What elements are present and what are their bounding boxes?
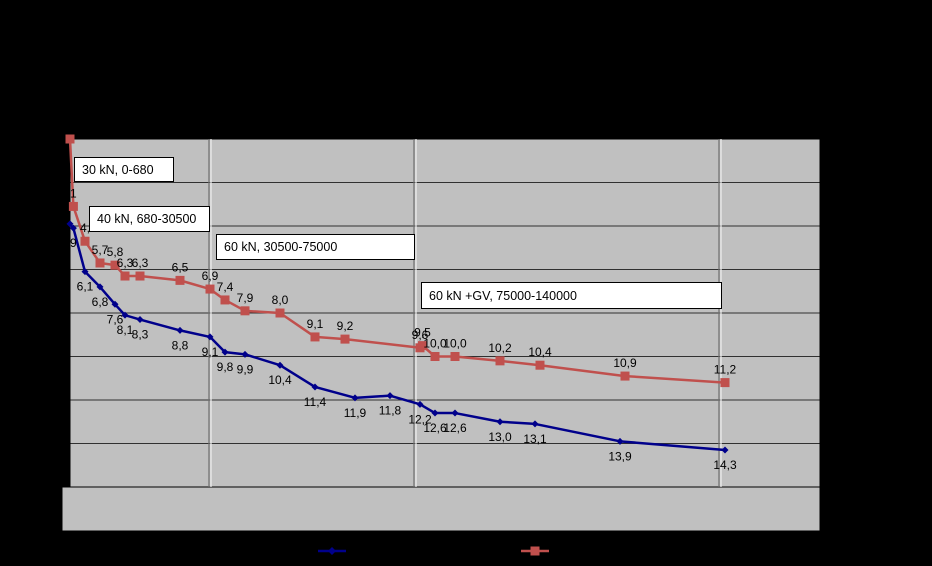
series-2-point [135, 271, 145, 281]
series-2-data-label: 1 [70, 186, 77, 200]
annotation-phase-4: 60 kN +GV, 75000-140000 [421, 282, 722, 309]
series-2-data-label: 6,5 [172, 260, 189, 274]
series-2-point [620, 371, 630, 381]
series-1-data-label: 13,1 [523, 432, 547, 446]
series-1-point [121, 311, 129, 319]
series-1-point [96, 283, 104, 291]
series-1-point [69, 224, 77, 232]
series-1-point [496, 418, 504, 426]
series-2-point [275, 308, 285, 318]
series-2-data-label: 11,2 [714, 363, 737, 377]
series-1-data-label: 12,6 [423, 421, 447, 435]
series-line-2 [68, 138, 726, 384]
series-1-point [81, 268, 89, 276]
series-1-data-label: 9,9 [237, 362, 254, 376]
series-1-data-label: 12,6 [443, 421, 467, 435]
series-1-point [136, 316, 144, 324]
series-1-point [66, 220, 74, 228]
annotation-phase-2: 40 kN, 680-30500 [89, 206, 210, 232]
series-1-point [451, 409, 459, 417]
series-2-data-label: 6,3 [132, 256, 149, 270]
plot-area-bottom-band [61, 486, 821, 532]
series-1-point [176, 326, 184, 334]
series-1-data-label: 8,1 [117, 323, 134, 337]
series-1-point [241, 350, 249, 358]
series-1-data-label: 10,4 [268, 373, 292, 387]
series-2-point [80, 236, 90, 246]
data-labels-layer: 96,16,87,68,18,38,8 9,19,8 9,910,411,411,9… [70, 186, 737, 472]
series-1-data-label: 6,8 [92, 295, 109, 309]
series-2-data-label: 9,2 [337, 319, 354, 333]
series-2-data-label: 7,9 [237, 291, 254, 305]
series-2-point [220, 295, 230, 305]
series-2-point [340, 334, 350, 344]
series-2-data-label: 10,4 [528, 345, 552, 359]
series-2-data-label: 5,8 [107, 245, 124, 259]
series-1-point [721, 446, 729, 454]
series-1-data-label: 11,9 [344, 406, 367, 420]
series-2-point [240, 306, 250, 316]
series-2-data-label: 9,6 [412, 328, 429, 342]
series-1-data-label: 8,8 [172, 338, 189, 352]
series-layer [65, 134, 730, 454]
legend-marker-series-2 [530, 546, 540, 556]
series-2-data-label: 7,4 [217, 280, 234, 294]
series-2-point [418, 341, 427, 351]
series-2-data-label: 10,0 [423, 337, 447, 351]
series-2-point [68, 201, 78, 211]
series-1-data-label: 14,3 [713, 458, 737, 472]
annotation-phase-3: 60 kN, 30500-75000 [216, 234, 415, 260]
series-1-data-label: 12,2 [408, 412, 432, 426]
series-2-point [175, 275, 185, 285]
series-2-data-label: 6,3 [117, 256, 134, 270]
series-2-point [720, 378, 730, 388]
series-1-point [386, 392, 394, 400]
series-2-data-label: 10,2 [488, 341, 512, 355]
series-1-data-label: 8,3 [132, 328, 149, 342]
series-2-point [495, 356, 505, 366]
series-2-data-label: 10,9 [613, 356, 637, 370]
series-2-data-label: 10,0 [443, 337, 467, 351]
series-2-point [120, 271, 130, 281]
series-1-point [416, 400, 424, 408]
series-1-point [531, 420, 539, 428]
annotation-phase-1: 30 kN, 0-680 [74, 157, 174, 182]
series-2-point [535, 360, 545, 370]
series-1-point [276, 361, 284, 369]
series-2-data-label: 8,0 [272, 293, 289, 307]
series-2-data-label: 5,7 [92, 243, 109, 257]
series-1-data-label: 13,0 [488, 430, 512, 444]
series-1-point [616, 437, 624, 445]
series-1-point [206, 333, 214, 341]
series-1-point [431, 409, 439, 417]
series-1-data-label: 9,8 [217, 360, 234, 374]
series-line-1 [69, 223, 726, 452]
series-2-data-label: 9,5 [414, 326, 431, 340]
series-1-data-label: 7,6 [107, 312, 124, 326]
series-2-point [110, 260, 120, 270]
series-2-point [65, 134, 75, 144]
series-2-point [95, 258, 105, 268]
series-1-data-label: 11,8 [379, 404, 402, 418]
series-1-data-label: 9,1 [202, 345, 219, 359]
series-2-point [450, 352, 460, 361]
series-1-data-label: 9 [70, 236, 77, 250]
legend [318, 546, 549, 556]
series-2-data-label: 9,1 [307, 317, 324, 331]
legend-marker-series-1 [328, 547, 336, 555]
series-1-data-label: 11,4 [304, 395, 327, 409]
series-1-point [111, 300, 119, 308]
series-1-point [221, 348, 229, 356]
series-1-data-label: 13,9 [608, 449, 632, 463]
series-1-data-label: 6,1 [77, 280, 94, 294]
series-2-data-label: 6,9 [202, 269, 219, 283]
series-2-point [430, 352, 440, 361]
series-1-point [311, 383, 319, 391]
series-2-point [205, 284, 215, 294]
series-1-point [351, 394, 359, 402]
series-2-point [310, 332, 320, 342]
series-2-data-label: 4, [80, 221, 90, 235]
